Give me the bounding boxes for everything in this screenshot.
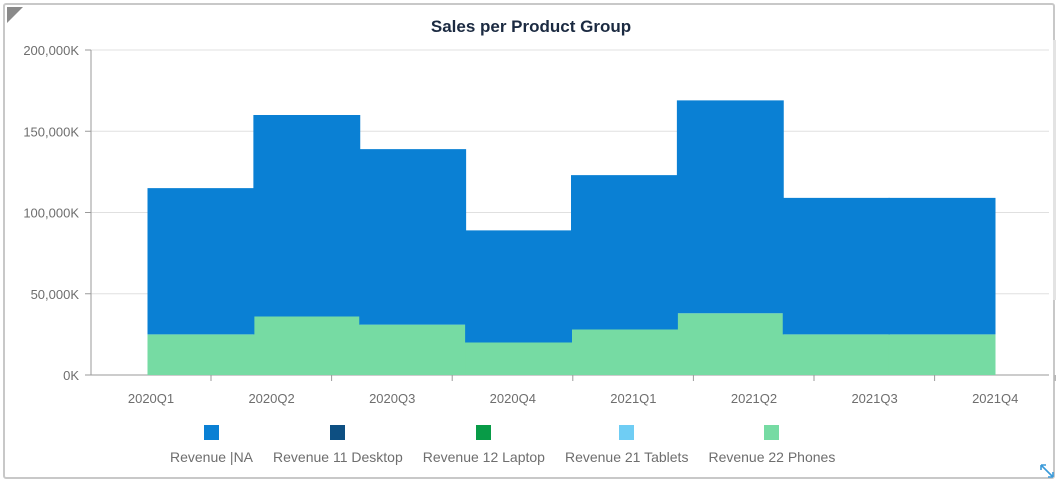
legend-swatch: [476, 425, 492, 440]
x-tick-label: 2021Q4: [972, 391, 1018, 406]
chart-plot: 0K 50,000K 100,000K 150,000K 200,000K 2020Q1 2…: [23, 43, 1056, 406]
legend-swatch: [619, 425, 635, 440]
bar-revenue-na: [782, 197, 890, 335]
chart-legend: Revenue |NA Revenue 11 Desktop Revenue 12 …: [170, 425, 855, 465]
scrollbar-edge: [1053, 40, 1056, 300]
legend-label: Revenue 12 Laptop: [422, 449, 545, 465]
bar-revenue-na: [147, 188, 255, 335]
legend-label: Revenue 11 Desktop: [273, 449, 403, 465]
bar-revenue-22-phones: [465, 342, 572, 375]
legend-item[interactable]: Revenue 22 Phones: [708, 425, 835, 465]
x-tick-label: 2021Q2: [731, 391, 777, 406]
y-tick-label: 0K: [63, 368, 79, 383]
y-tick-label: 200,000K: [23, 43, 79, 58]
bar-revenue-na: [359, 149, 467, 325]
legend-item[interactable]: Revenue 12 Laptop: [423, 425, 545, 465]
bar-revenue-na: [465, 230, 572, 343]
bar-revenue-na: [253, 115, 361, 317]
legend-label: Revenue |NA: [170, 449, 254, 465]
bar-revenue-22-phones: [253, 316, 361, 375]
bar-revenue-22-phones: [359, 324, 467, 375]
bar-revenue-22-phones: [888, 334, 996, 375]
legend-item[interactable]: Revenue 21 Tablets: [564, 425, 689, 465]
legend-item[interactable]: Revenue 11 Desktop: [273, 425, 403, 465]
x-tick-label: 2020Q3: [369, 391, 415, 406]
x-tick-label: 2020Q4: [490, 391, 536, 406]
panel-corner-marker: [7, 7, 23, 23]
bar-revenue-22-phones: [782, 334, 890, 375]
bar-revenue-na: [571, 175, 678, 330]
chart-panel: Sales per Product Group 0K 50,000K 100,000…: [3, 3, 1056, 479]
x-tick-label: 2020Q2: [248, 391, 294, 406]
x-tick-label: 2021Q1: [610, 391, 656, 406]
y-tick-label: 100,000K: [23, 206, 79, 221]
x-tick-label: 2020Q1: [128, 391, 174, 406]
y-tick-label: 50,000K: [31, 287, 80, 302]
legend-label: Revenue 21 Tablets: [564, 449, 689, 465]
bar-revenue-22-phones: [147, 334, 255, 375]
legend-label: Revenue 22 Phones: [708, 449, 836, 465]
x-tick-label: 2021Q3: [851, 391, 897, 406]
legend-item[interactable]: Revenue |NA: [170, 425, 253, 465]
legend-swatch: [764, 425, 780, 440]
y-tick-label: 150,000K: [23, 124, 79, 139]
expand-arrow-icon[interactable]: [1039, 463, 1055, 479]
legend-swatch: [330, 425, 346, 440]
bar-revenue-na: [676, 100, 784, 314]
bar-revenue-22-phones: [676, 313, 784, 375]
bar-revenue-22-phones: [571, 329, 678, 375]
legend-swatch: [204, 425, 219, 440]
bar-revenue-na: [888, 197, 996, 335]
chart-title: Sales per Product Group: [430, 17, 632, 36]
